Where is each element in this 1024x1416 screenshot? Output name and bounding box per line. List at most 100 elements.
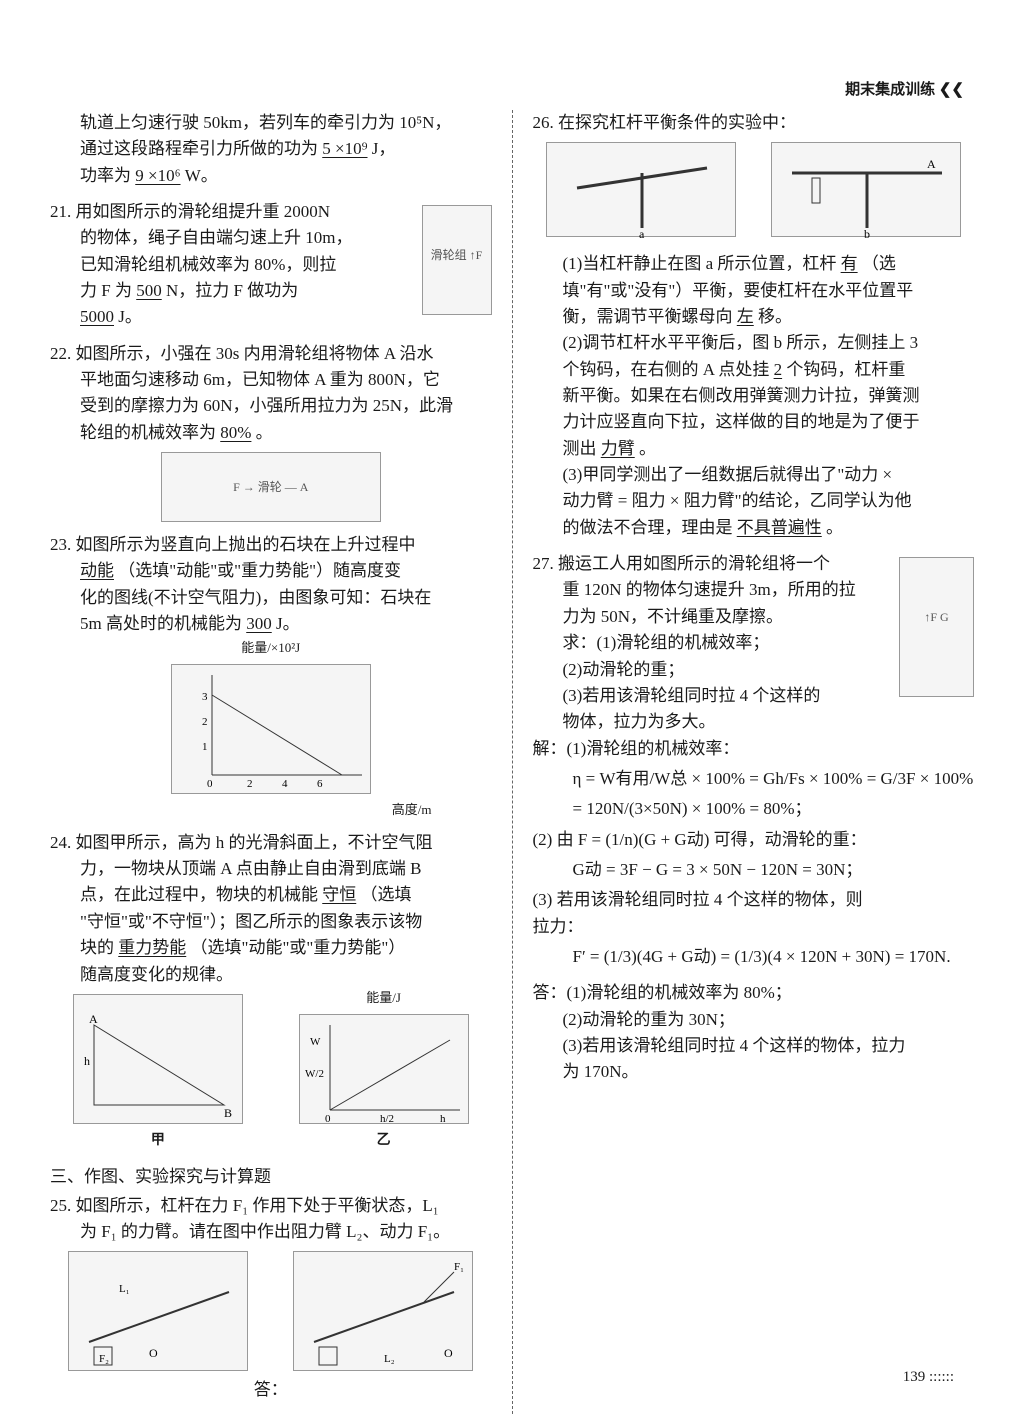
- q21-t2: 的物体，绳子自由端匀速上升 10m，: [50, 228, 352, 247]
- q26-p2-1: (2)调节杠杆水平平衡后，图 b 所示，左侧挂上 3: [563, 333, 919, 352]
- svg-text:a: a: [639, 227, 645, 238]
- page-number: 139 ::::::: [903, 1369, 954, 1386]
- q24-fig2: WW/20h/2h: [299, 1014, 469, 1124]
- q23-t4: 5m 高处时的机械能为: [50, 614, 242, 633]
- section-3-title: 三、作图、实验探究与计算题: [50, 1162, 492, 1187]
- q21-fig-label: 滑轮组 ↑F: [423, 206, 491, 265]
- q27: ↑F G 27. 搬运工人用如图所示的滑轮组将一个 重 120N 的物体匀速提升…: [533, 551, 975, 1086]
- q20-ans1: 5 ×10⁹: [322, 139, 367, 158]
- q22-fig-label: F → 滑轮 — A: [162, 453, 380, 497]
- svg-text:L₂: L₂: [384, 1353, 395, 1365]
- q26-p2-4: 新平衡。如果在右侧改用弹簧测力计拉，弹簧测: [563, 386, 920, 405]
- q27-sol3: (3) 若用该滑轮组同时拉 4 个这样的物体，则: [533, 890, 863, 909]
- q27-eq1: η = W有用/W总 × 100% = Gh/Fs × 100% = G/3F …: [533, 766, 975, 792]
- q27-ans-label: 答：(1)滑轮组的机械效率为 80%；: [533, 983, 792, 1002]
- svg-text:3: 3: [202, 691, 208, 703]
- svg-text:2: 2: [202, 716, 208, 728]
- svg-text:B: B: [224, 1106, 232, 1120]
- q21-t5: N，拉力 F 做功为: [166, 281, 298, 300]
- q26-figures: a Ab: [533, 136, 975, 243]
- q26-p2-ans: 2: [774, 360, 783, 379]
- q27-sol3b: 拉力：: [533, 917, 584, 936]
- q21-figure: 滑轮组 ↑F: [422, 205, 492, 315]
- q26-p1: (1)当杠杆静止在图 a 所示位置，杠杆 有 （选 填"有"或"没有"）平衡，要…: [533, 251, 975, 330]
- two-column-layout: 轨道上匀速行驶 50km，若列车的牵引力为 10⁵N， 通过这段路程牵引力所做的…: [50, 110, 974, 1414]
- q20-l3: 功率为: [80, 166, 131, 185]
- q26-p1-1: (1)当杠杆静止在图 a 所示位置，杠杆: [563, 254, 837, 273]
- q27-t2: 重 120N 的物体匀速提升 3m，所用的拉: [533, 580, 856, 599]
- q26-fig-b: Ab: [771, 142, 961, 237]
- svg-text:1: 1: [202, 741, 208, 753]
- q26-p2-3: 个钩码，杠杆重: [786, 360, 905, 379]
- q26-p3: (3)甲同学测出了一组数据后就得出了"动力 × 动力臂 = 阻力 × 阻力臂"的…: [533, 462, 975, 541]
- q26-p2: (2)调节杠杆水平平衡后，图 b 所示，左侧挂上 3 个钩码，在右侧的 A 点处…: [533, 330, 975, 462]
- q20-u1: J，: [372, 139, 396, 158]
- svg-text:0: 0: [207, 778, 213, 790]
- q24-t8: 随高度变化的规律。: [50, 965, 233, 984]
- q27-solution: 解：(1)滑轮组的机械效率： η = W有用/W总 × 100% = Gh/Fs…: [533, 736, 975, 971]
- q24-fig1-label: 甲: [73, 1130, 243, 1152]
- q27-sol-label: 解：(1)滑轮组的机械效率：: [533, 739, 740, 758]
- q22-t2: 平地面匀速移动 6m，已知物体 A 重为 800N，它: [50, 370, 440, 389]
- page-header-label: 期末集成训练 ❮❮: [845, 78, 964, 99]
- q27-t7: 物体，拉力为多大。: [533, 712, 716, 731]
- right-column: 26. 在探究杠杆平衡条件的实验中： a Ab (1)当杠杆静止在图 a 所示位…: [533, 110, 975, 1414]
- q24-t6: 块的: [50, 938, 114, 957]
- q24-fig2-label: 乙: [299, 1130, 469, 1152]
- q26-p3-2: 动力臂 = 阻力 × 阻力臂"的结论，乙同学认为他: [563, 491, 912, 510]
- q24: 24. 如图甲所示，高为 h 的光滑斜面上，不计空气阻 力，一物块从顶端 A 点…: [50, 830, 492, 1152]
- q24-t7: （选填"动能"或"重力势能"）: [191, 938, 406, 957]
- q24-ans2: 重力势能: [118, 938, 186, 957]
- q27-answer: 答：(1)滑轮组的机械效率为 80%； (2)动滑轮的重为 30N； (3)若用…: [533, 980, 975, 1085]
- svg-text:0: 0: [325, 1113, 331, 1125]
- q27-eq3: G动 = 3F − G = 3 × 50N − 120N = 30N；: [533, 857, 975, 883]
- q21-ans2: 5000: [50, 307, 114, 326]
- q26-fig-a: a: [546, 142, 736, 237]
- svg-text:2: 2: [247, 778, 253, 790]
- svg-text:O: O: [444, 1346, 453, 1360]
- q26-p1-5: 移。: [758, 307, 792, 326]
- q22-figure: F → 滑轮 — A: [161, 452, 381, 522]
- q26: 26. 在探究杠杆平衡条件的实验中： a Ab (1)当杠杆静止在图 a 所示位…: [533, 110, 975, 541]
- q24-t2: 力，一物块从顶端 A 点由静止自由滑到底端 B: [50, 859, 421, 878]
- q23-graph-title: 能量/×10²J: [50, 638, 492, 658]
- q24-t5: "守恒"或"不守恒"）；图乙所示的图象表示该物: [50, 912, 422, 931]
- q26-p2-2: 个钩码，在右侧的 A 点处挂: [563, 360, 770, 379]
- q27-ans2: (2)动滑轮的重为 30N；: [533, 1010, 735, 1029]
- q22-t1: 如图所示，小强在 30s 内用滑轮组将物体 A 沿水: [76, 344, 434, 363]
- q27-eq2: = 120N/(3×50N) × 100% = 80%；: [533, 796, 975, 822]
- svg-text:F₁: F₁: [454, 1261, 464, 1273]
- svg-text:F₂: F₂: [99, 1353, 109, 1365]
- q26-p2-6: 测出: [563, 439, 597, 458]
- q22-t4: 轮组的机械效率为: [50, 423, 216, 442]
- q24-fig2-y: 能量/J: [299, 988, 469, 1008]
- q26-p1-3: 填"有"或"没有"）平衡，要使杠杆在水平位置平: [563, 281, 914, 300]
- q25-t1: 如图所示，杠杆在力 F₁ 作用下处于平衡状态，L₁: [76, 1196, 439, 1215]
- q22-num: 22.: [50, 344, 71, 363]
- q21: 滑轮组 ↑F 21. 用如图所示的滑轮组提升重 2000N 的物体，绳子自由端匀…: [50, 199, 492, 331]
- q23: 23. 如图所示为竖直向上抛出的石块在上升过程中 动能 （选填"动能"或"重力势…: [50, 532, 492, 820]
- svg-text:6: 6: [317, 778, 323, 790]
- svg-text:O: O: [149, 1346, 158, 1360]
- q23-t5: J。: [276, 614, 300, 633]
- q27-ans3: (3)若用该滑轮组同时拉 4 个这样的物体，拉力: [533, 1036, 906, 1055]
- q26-p1-ans2: 左: [737, 307, 754, 326]
- left-column: 轨道上匀速行驶 50km，若列车的牵引力为 10⁵N， 通过这段路程牵引力所做的…: [50, 110, 492, 1414]
- q20-ans2: 9 ×10⁶: [135, 166, 180, 185]
- q27-eq4: F′ = (1/3)(4G + G动) = (1/3)(4 × 120N + 3…: [533, 944, 975, 970]
- q24-t4: （选填: [361, 885, 412, 904]
- q27-t3: 力为 50N，不计绳重及摩擦。: [533, 607, 784, 626]
- q20-l1: 轨道上匀速行驶 50km，若列车的牵引力为 10⁵N，: [80, 113, 451, 132]
- q24-ans1: 守恒: [322, 885, 356, 904]
- q26-p3-3: 的做法不合理，理由是: [563, 518, 733, 537]
- q24-figures: AhB 甲 能量/J WW/20h/2h 乙: [50, 988, 492, 1152]
- q25-num: 25.: [50, 1196, 71, 1215]
- q25: 25. 如图所示，杠杆在力 F₁ 作用下处于平衡状态，L₁ 为 F₁ 的力臂。请…: [50, 1193, 492, 1404]
- q26-p2-5: 力计应竖直向下拉，这样做的目的地是为了便于: [563, 412, 920, 431]
- svg-text:h: h: [440, 1113, 446, 1125]
- q26-p3-1: (3)甲同学测出了一组数据后就得出了"动力 ×: [563, 465, 893, 484]
- q22: 22. 如图所示，小强在 30s 内用滑轮组将物体 A 沿水 平地面匀速移动 6…: [50, 341, 492, 522]
- q26-p2-7: 。: [639, 439, 656, 458]
- q23-ans2: 300: [246, 614, 272, 633]
- q23-t1: 如图所示为竖直向上抛出的石块在上升过程中: [76, 535, 416, 554]
